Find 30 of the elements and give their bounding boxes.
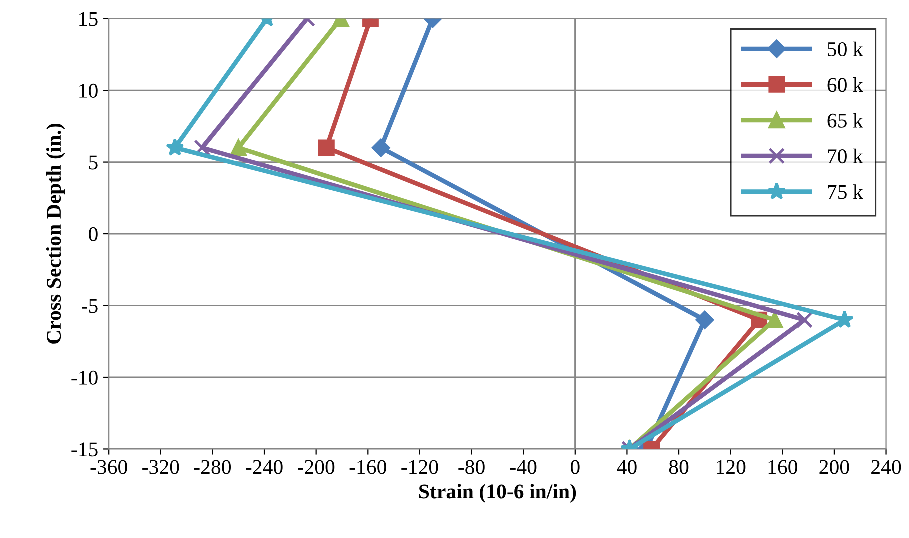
y-tick-label: -5 bbox=[82, 299, 98, 314]
x-tick-label: -240 bbox=[246, 460, 283, 474]
y-axis-title: Cross Section Depth (in.) bbox=[46, 124, 66, 344]
legend-label: 65 k bbox=[828, 113, 864, 128]
y-tick-label: 0 bbox=[89, 227, 98, 242]
x-tick-label: 160 bbox=[768, 460, 798, 474]
y-tick-label: -10 bbox=[72, 370, 98, 385]
x-tick-label: -280 bbox=[194, 460, 232, 474]
legend-label: 60 k bbox=[828, 78, 864, 92]
x-tick-label: 200 bbox=[820, 460, 850, 474]
y-tick-label: -15 bbox=[72, 442, 98, 457]
x-tick-label: 120 bbox=[717, 460, 746, 474]
x-tick-label: -200 bbox=[298, 460, 335, 474]
x-tick-label: 240 bbox=[872, 460, 902, 474]
x-tick-label: -160 bbox=[350, 460, 386, 474]
x-tick-label: 0 bbox=[570, 460, 580, 474]
x-tick-label: 40 bbox=[617, 460, 637, 474]
x-tick-label: 80 bbox=[669, 460, 689, 474]
y-tick-label: 5 bbox=[89, 156, 98, 170]
legend-label: 70 k bbox=[828, 148, 864, 164]
y-tick-label: 10 bbox=[80, 84, 98, 98]
x-axis-title: Strain (10-6 in/in) bbox=[420, 484, 576, 503]
legend-label: 75 k bbox=[828, 184, 864, 200]
y-tick-label: 15 bbox=[80, 12, 98, 26]
x-tick-label: -80 bbox=[458, 460, 485, 474]
x-tick-label: -40 bbox=[510, 460, 537, 474]
x-tick-label: -120 bbox=[402, 460, 438, 474]
legend-label: 50 k bbox=[828, 42, 864, 57]
x-tick-label: -320 bbox=[142, 460, 180, 474]
x-tick-label: -360 bbox=[90, 460, 128, 474]
